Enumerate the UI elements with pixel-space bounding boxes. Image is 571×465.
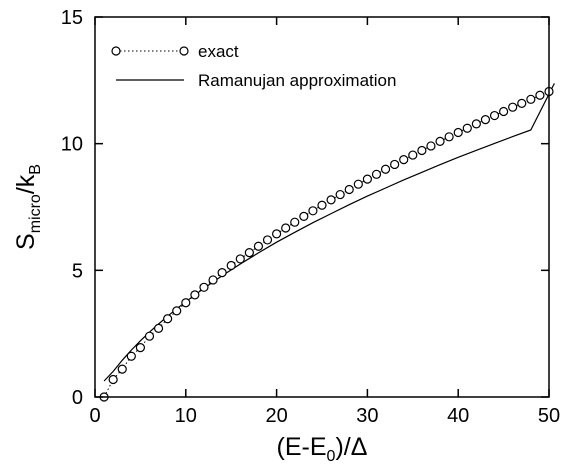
exact-point: [244, 248, 254, 258]
exact-point: [153, 323, 164, 333]
x-axis-label: (E-E0)/Δ: [277, 433, 368, 465]
exact-point: [126, 351, 136, 361]
exact-point: [380, 164, 391, 174]
exact-point: [235, 254, 245, 264]
exact-point: [199, 282, 209, 292]
y-axis-label-subscript-1: micro: [27, 194, 44, 233]
exact-point: [335, 189, 345, 200]
exact-point: [499, 106, 509, 117]
exact-point: [208, 275, 218, 285]
x-tick-label: 0: [89, 405, 100, 427]
exact-point: [517, 98, 527, 108]
y-axis-label-main: S: [12, 233, 40, 250]
legend-label-ramanujan: Ramanujan approximation: [198, 71, 396, 90]
exact-point: [253, 241, 264, 251]
exact-point: [344, 184, 354, 195]
x-tick-label: 50: [538, 405, 560, 427]
exact-point: [362, 174, 372, 184]
exact-point: [526, 94, 536, 104]
exact-point: [308, 206, 318, 216]
exact-point: [399, 155, 409, 165]
x-tick-label: 30: [356, 405, 378, 427]
y-axis-label-subscript-2: B: [27, 164, 44, 175]
plot-frame: [94, 16, 550, 398]
axis-ticks: 0 10 20 30 40 50 0 5 10 15: [61, 7, 560, 427]
x-tick-label: 20: [265, 405, 287, 427]
y-tick-label: 0: [72, 387, 83, 409]
x-tick-label: 10: [175, 405, 197, 427]
x-axis-label-main: (E-E: [277, 433, 327, 461]
exact-point: [181, 298, 191, 308]
exact-point: [435, 136, 445, 146]
legend: exact Ramanujan approximation: [111, 42, 396, 90]
x-tick-label: 40: [447, 405, 469, 427]
exact-point: [508, 102, 518, 112]
exact-point: [262, 235, 273, 245]
y-tick-label: 15: [61, 7, 83, 29]
plot-area: [99, 83, 555, 402]
exact-point: [471, 119, 481, 129]
exact-point: [326, 195, 336, 205]
exact-point: [480, 114, 491, 125]
x-axis-label-tail: )/Δ: [335, 433, 367, 461]
exact-point: [272, 229, 282, 239]
exact-point: [144, 331, 155, 341]
exact-point: [444, 132, 454, 142]
exact-point: [317, 200, 327, 210]
y-tick-label: 10: [61, 134, 83, 156]
exact-point: [281, 223, 291, 233]
legend-exact-marker: [111, 46, 121, 56]
exact-point: [371, 169, 382, 179]
x-axis-label-subscript: 0: [327, 448, 336, 465]
exact-point: [417, 145, 427, 156]
exact-point: [408, 150, 418, 160]
exact-point: [535, 90, 545, 100]
exact-point: [190, 290, 200, 300]
exact-point: [226, 260, 236, 271]
exact-point: [390, 159, 400, 170]
y-tick-label: 5: [72, 260, 83, 282]
exact-point: [163, 314, 173, 324]
legend-label-exact: exact: [198, 42, 239, 61]
exact-point: [117, 364, 127, 374]
exact-point: [290, 217, 300, 227]
exact-point: [135, 343, 145, 353]
exact-point: [462, 123, 472, 133]
exact-point: [453, 127, 463, 138]
y-axis-label: Smicro/kB: [12, 164, 44, 250]
exact-point: [108, 374, 118, 385]
exact-point: [353, 179, 363, 189]
exact-point: [426, 141, 436, 151]
y-axis-label-mid: /k: [12, 174, 40, 194]
exact-point: [489, 110, 500, 121]
exact-point: [172, 306, 182, 316]
legend-exact-marker: [179, 46, 189, 56]
exact-point: [217, 268, 227, 278]
exact-point: [299, 211, 309, 221]
